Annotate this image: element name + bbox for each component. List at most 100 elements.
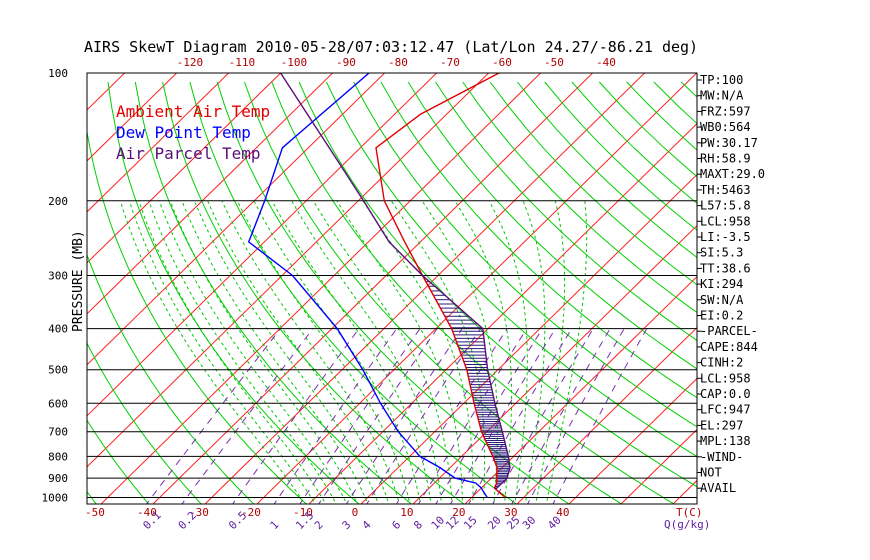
dry-adiabat-line: [87, 342, 202, 504]
dry-adiabat-line: [162, 81, 465, 504]
moist-adiabat-line: [421, 200, 498, 504]
legend-item: Ambient Air Temp: [116, 102, 270, 121]
moist-adiabat-line: [362, 200, 474, 504]
index-label: MW:N/A: [700, 89, 744, 103]
mixing-ratio-line: [318, 328, 438, 504]
isotherm-line: [87, 73, 438, 417]
moist-adiabat-line: [488, 200, 528, 504]
index-label: MPL:138: [700, 434, 751, 448]
bottom-temp-tick-label: 20: [452, 506, 465, 519]
index-label: EL:297: [700, 418, 743, 432]
top-temp-tick-label: -120: [177, 56, 204, 69]
moist-adiabat-line: [128, 200, 316, 504]
moist-adiabat-line: [138, 200, 327, 504]
mixing-ratio-line: [345, 328, 463, 504]
isotherm-line: [87, 73, 282, 264]
chart-title: AIRS SkewT Diagram 2010-05-28/07:03:12.4…: [84, 38, 698, 56]
top-temp-tick-label: -100: [281, 56, 308, 69]
top-temp-tick-label: -90: [336, 56, 356, 69]
pressure-tick-label: 500: [48, 364, 68, 377]
dry-adiabat-line: [462, 81, 697, 314]
index-label: -PARCEL-: [700, 324, 758, 338]
bottom-temp-tick-label: 10: [400, 506, 413, 519]
top-temp-tick-label: -60: [492, 56, 512, 69]
mixing-ratio-label: 3: [340, 518, 354, 532]
dry-adiabat-line: [87, 129, 308, 504]
mixing-ratio-label: 30: [520, 514, 539, 533]
moist-adiabat-line: [522, 200, 546, 504]
bottom-temp-tick-label: -20: [241, 506, 261, 519]
mixing-ratio-line: [299, 328, 421, 504]
bottom-temp-tick-label: -40: [137, 506, 157, 519]
top-temp-tick-label: -110: [229, 56, 256, 69]
dry-adiabat-line: [107, 81, 360, 504]
dry-adiabat-line: [298, 81, 697, 488]
isotherm-line: [204, 73, 646, 504]
y-axis-label: PRESSURE (MB): [71, 230, 86, 332]
dry-adiabat-line: [517, 81, 697, 259]
legend-item: Air Parcel Temp: [116, 144, 261, 163]
mixing-ratio-label: 20: [485, 514, 504, 533]
legend-item: Dew Point Temp: [116, 123, 251, 142]
isotherm-line: [256, 73, 697, 504]
isotherm-line: [412, 224, 697, 504]
moist-adiabat-line: [236, 200, 411, 504]
dry-adiabat-line: [87, 419, 150, 504]
index-label: RH:58.9: [700, 152, 751, 166]
index-label: MAXT:29.0: [700, 167, 765, 181]
bottom-temp-tick-label: 40: [556, 506, 569, 519]
dry-adiabat-line: [244, 81, 623, 504]
dry-adiabat-line: [271, 81, 676, 504]
background-lines: [87, 73, 697, 504]
index-label: KI:294: [700, 277, 743, 291]
index-label: -WIND-: [700, 450, 743, 464]
index-label: TH:5463: [700, 183, 751, 197]
dew-point-temp-line: [247, 73, 488, 498]
bottom-temp-tick-label: -30: [189, 506, 209, 519]
bottom-temp-tick-label: -10: [293, 506, 313, 519]
ambient-air-temp-line: [375, 73, 506, 499]
index-label: LFC:947: [700, 403, 751, 417]
dry-adiabat-line: [353, 81, 697, 428]
index-label: LCL:958: [700, 371, 751, 385]
cape-hatching: [423, 276, 510, 489]
mixing-ratio-line: [552, 328, 648, 504]
moist-adiabat-line: [119, 200, 306, 504]
dry-adiabat-line: [407, 81, 697, 370]
isotherm-line: [568, 377, 697, 504]
dry-adiabat-line: [189, 81, 518, 504]
moist-adiabat-line: [454, 200, 513, 504]
bottom-temp-tick-label: -50: [85, 506, 105, 519]
mixing-ratio-line: [435, 328, 543, 504]
top-temp-tick-label: -50: [544, 56, 564, 69]
isotherm-line: [87, 73, 386, 366]
pressure-tick-labels: 100 200 300 400 500 600 700 800 900 1000: [42, 67, 69, 505]
bottom-temp-tick-label: 0: [352, 506, 359, 519]
dry-adiabat-line: [325, 81, 697, 458]
index-label: FRZ:597: [700, 104, 751, 118]
dry-adiabat-line: [435, 81, 697, 342]
mixing-ratio-line: [511, 328, 611, 504]
moist-adiabat-line: [181, 200, 369, 504]
moist-adiabat-line: [253, 200, 421, 504]
pressure-tick-label: 1000: [42, 492, 69, 505]
mixing-ratio-line: [232, 328, 360, 504]
top-temp-tick-labels: -120 -110 -100 -90 -80 -70 -60 -50 -40: [177, 56, 616, 69]
plot-frame: [86, 72, 698, 505]
index-label: EI:0.2: [700, 309, 743, 323]
index-label: AVAIL: [700, 481, 736, 495]
pressure-tick-label: 100: [48, 67, 68, 80]
index-label: LI:-3.5: [700, 230, 751, 244]
index-label: PW:30.17: [700, 136, 758, 150]
pressure-tick-label: 900: [48, 472, 68, 485]
isotherm-line: [100, 73, 542, 504]
dry-adiabat-line: [134, 81, 413, 504]
mixing-ratio-line: [366, 328, 481, 504]
isotherm-line: [360, 173, 697, 504]
index-label: SI:5.3: [700, 246, 743, 260]
isotherm-line: [620, 428, 697, 504]
air-parcel-temp-line: [280, 73, 511, 491]
index-label: CAP:0.0: [700, 387, 751, 401]
mixing-ratio-line: [273, 328, 398, 504]
isotherm-line: [516, 326, 697, 504]
